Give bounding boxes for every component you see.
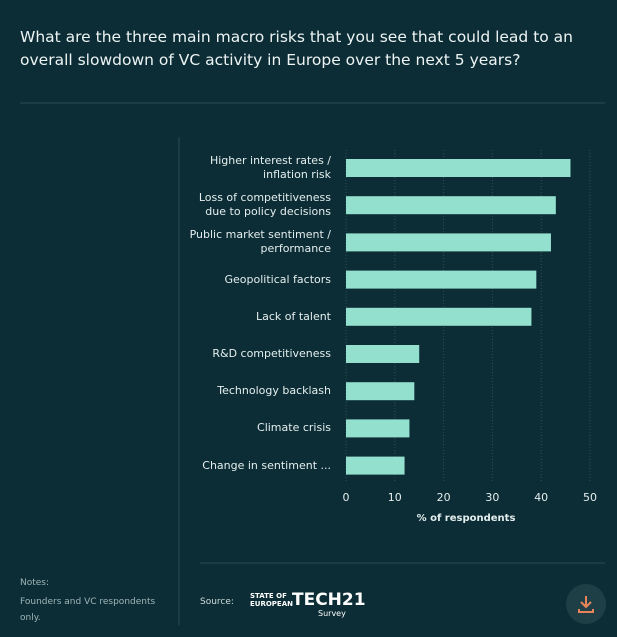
y-tick-label: Public market sentiment / performance: [189, 228, 331, 256]
bar: [346, 233, 551, 252]
x-tick-label: 10: [388, 491, 402, 504]
bar: [346, 419, 410, 438]
bar: [346, 456, 405, 475]
y-tick-label: Higher interest rates / inflation risk: [209, 154, 331, 181]
logo-line2: EUROPEAN: [250, 600, 293, 608]
y-tick-label: Lack of talent: [255, 309, 331, 323]
y-tick-label: Geopolitical factors: [224, 272, 331, 286]
bar: [346, 159, 571, 177]
notes: Founders and VC respondents only.: [20, 597, 156, 623]
source-label: Source:: [200, 597, 234, 607]
y-tick-label: R&D competitiveness: [212, 347, 331, 360]
y-tick-label: Change in sentiment ...: [202, 458, 331, 472]
logo-sub: Survey: [318, 609, 346, 618]
x-tick-label: 20: [437, 491, 451, 504]
bar: [346, 382, 415, 401]
bar: [346, 307, 532, 326]
x-tick-label: 40: [534, 491, 548, 504]
bar: [346, 196, 556, 215]
logo-brand: TECH21: [292, 590, 366, 610]
y-tick-label: Loss of competitiveness due to policy de…: [198, 191, 331, 219]
notes-label: Notes:: [20, 578, 50, 588]
bar: [346, 345, 420, 363]
logo-line1: STATE OF: [250, 592, 287, 600]
x-tick-label: 30: [485, 491, 499, 504]
x-tick-label: 0: [343, 491, 350, 504]
download-icon: [578, 596, 594, 613]
chart-title: What are the three main macro risks that…: [20, 28, 573, 69]
y-tick-label: Climate crisis: [257, 421, 331, 435]
x-axis-title: % of respondents: [417, 513, 516, 524]
y-tick-label: Technology backlash: [217, 384, 331, 398]
bar: [346, 270, 537, 289]
x-tick-label: 50: [583, 491, 597, 504]
